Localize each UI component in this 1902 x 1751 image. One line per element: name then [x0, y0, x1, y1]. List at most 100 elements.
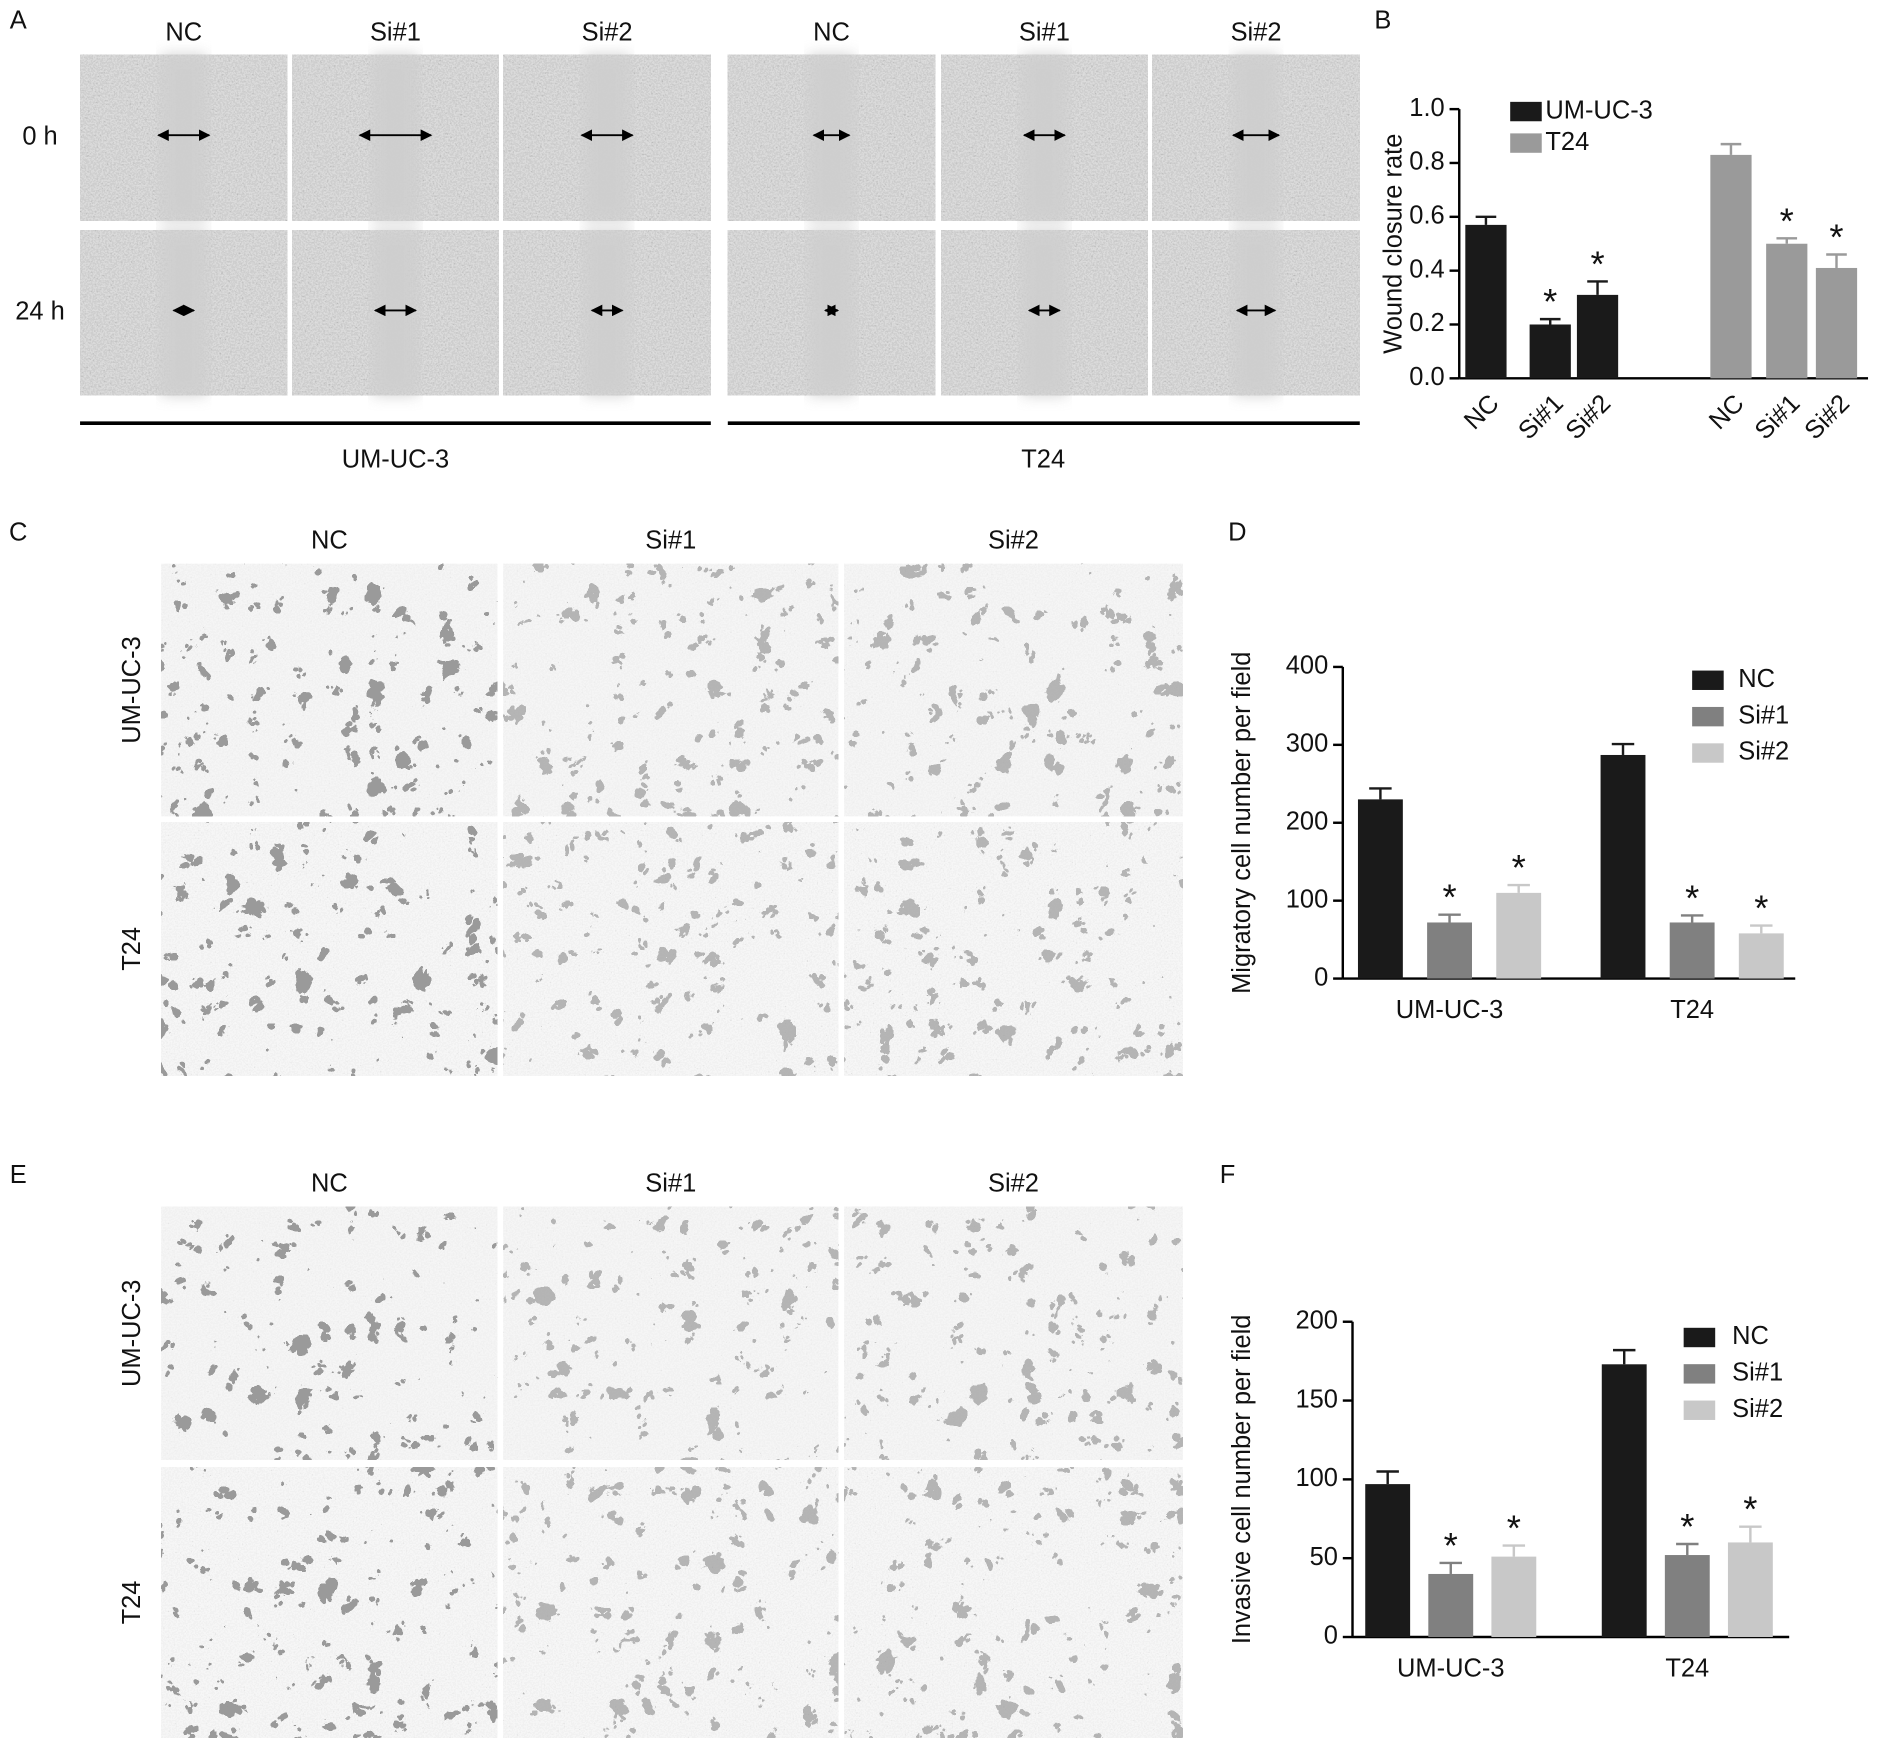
y-tick-label: 0.6	[1409, 202, 1444, 230]
bar	[1766, 243, 1808, 379]
x-tick-label: Si#2	[1560, 389, 1616, 445]
micrograph	[727, 54, 936, 221]
column-header: Si#1	[370, 19, 421, 47]
y-tick-label: 300	[1286, 730, 1328, 758]
micrograph-cells	[503, 822, 839, 1076]
wound-gap	[1021, 230, 1068, 396]
wound-gap	[808, 54, 855, 221]
y-tick-label: 0	[1314, 963, 1328, 991]
micrograph-cells	[161, 1467, 498, 1738]
micrograph	[161, 1206, 498, 1460]
micrograph	[503, 822, 839, 1076]
wound-gap	[584, 230, 630, 396]
legend-swatch	[1683, 1327, 1716, 1348]
column-header: Si#2	[1231, 19, 1282, 47]
x-tick-label: NC	[1704, 389, 1750, 435]
micrograph-cells	[503, 1206, 839, 1460]
significance-mark: *	[1512, 847, 1526, 888]
micrograph-cells	[844, 822, 1183, 1076]
wound-gap	[160, 230, 207, 396]
micrograph	[161, 822, 498, 1076]
significance-mark: *	[1754, 888, 1768, 929]
significance-mark: *	[1780, 200, 1794, 241]
legend-label: Si#1	[1732, 1359, 1783, 1387]
micrograph	[80, 54, 288, 221]
micrograph	[844, 822, 1183, 1076]
micrograph	[844, 1467, 1183, 1738]
wound-gap	[372, 54, 419, 221]
y-tick-label: 400	[1286, 652, 1328, 680]
column-header: NC	[311, 527, 348, 555]
column-header: Si#2	[988, 527, 1039, 555]
x-tick-label: Si#1	[1750, 389, 1806, 445]
legend-label: NC	[1738, 665, 1775, 693]
y-axis-label: Wound closure rate	[1380, 134, 1408, 354]
legend-swatch	[1510, 101, 1542, 122]
panel-label: E	[10, 1161, 27, 1189]
column-header: NC	[165, 19, 202, 47]
significance-mark: *	[1543, 281, 1557, 322]
bar	[1669, 922, 1715, 979]
bar	[1491, 1556, 1537, 1638]
wound-gap	[584, 54, 630, 221]
y-tick-label: 100	[1295, 1464, 1337, 1492]
micrograph	[1152, 230, 1360, 396]
wound-gap	[808, 230, 855, 396]
wound-gap	[1233, 230, 1279, 396]
bar	[1427, 922, 1472, 979]
wound-gap	[1021, 54, 1068, 221]
x-tick-label: UM-UC-3	[1397, 1654, 1504, 1682]
y-tick-label: 0.0	[1409, 363, 1444, 391]
micrograph	[292, 230, 499, 396]
column-header: Si#2	[988, 1169, 1039, 1197]
legend-label: T24	[1545, 128, 1589, 156]
panel-label: D	[1228, 518, 1246, 546]
micrograph-cells	[844, 563, 1183, 817]
y-tick-label: 0.2	[1409, 309, 1444, 337]
bar	[1365, 1484, 1411, 1638]
micrograph-cells	[161, 563, 498, 817]
y-axis-label: Invasive cell number per field	[1228, 1315, 1256, 1645]
legend-swatch	[1510, 133, 1542, 153]
bar	[1357, 799, 1403, 979]
y-tick-label: 100	[1286, 885, 1328, 913]
micrograph	[80, 230, 288, 396]
y-tick-label: 0.4	[1409, 255, 1444, 283]
wound-gap	[160, 54, 207, 221]
bar	[1727, 1542, 1773, 1638]
micrograph	[727, 230, 936, 396]
bar	[1465, 224, 1507, 379]
micrograph-cells	[503, 563, 839, 817]
micrograph	[503, 563, 839, 817]
significance-mark: *	[1685, 878, 1699, 919]
legend-swatch	[1683, 1364, 1716, 1384]
significance-mark: *	[1444, 1525, 1458, 1566]
legend-label: NC	[1732, 1322, 1769, 1350]
bar	[1815, 267, 1858, 379]
column-header: Si#1	[1019, 19, 1070, 47]
bar	[1600, 754, 1646, 979]
significance-mark: *	[1743, 1489, 1757, 1530]
y-tick-label: 1.0	[1409, 94, 1444, 122]
legend-label: Si#1	[1738, 701, 1789, 729]
micrograph	[844, 563, 1183, 817]
bar	[1601, 1364, 1647, 1638]
legend-swatch	[1683, 1400, 1716, 1420]
bar	[1738, 933, 1784, 979]
x-tick-label: T24	[1670, 996, 1714, 1024]
bar	[1710, 154, 1752, 379]
y-tick-label: 150	[1295, 1385, 1337, 1413]
panel-label: F	[1220, 1161, 1236, 1189]
micrograph	[161, 1467, 498, 1738]
panel-label: B	[1374, 7, 1391, 35]
column-header: NC	[311, 1169, 348, 1197]
significance-mark: *	[1680, 1506, 1694, 1547]
group-label: T24	[1021, 446, 1065, 474]
row-label: UM-UC-3	[118, 636, 146, 743]
micrograph-cells	[844, 1467, 1183, 1738]
row-label: 0 h	[22, 122, 57, 150]
micrograph	[292, 54, 499, 221]
x-tick-label: Si#2	[1799, 389, 1855, 445]
significance-mark: *	[1829, 217, 1843, 258]
